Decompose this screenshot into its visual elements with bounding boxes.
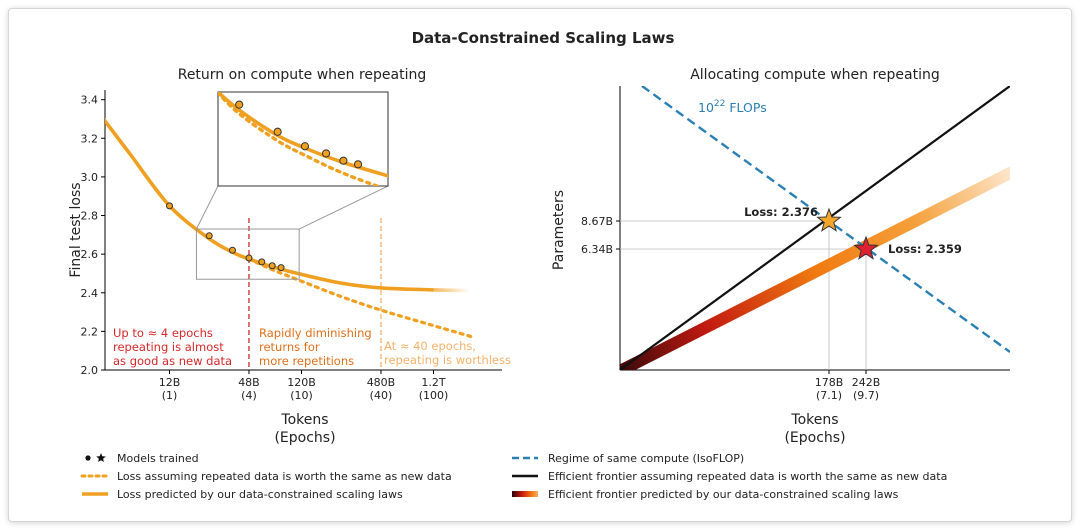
inset-model-point — [339, 156, 348, 165]
naive-frontier-line — [620, 86, 1010, 370]
left-x-tick-label: 12B — [159, 376, 181, 389]
left-y-tick-label: 2.8 — [81, 210, 99, 223]
left-y-tick-label: 3.0 — [81, 171, 99, 184]
zoom-connector-line — [298, 185, 389, 230]
right-y-tick-label: 8.67B — [581, 215, 613, 228]
left-annotation-text: At ≈ 40 epochs, — [384, 339, 476, 353]
right-x-tick-label: 178B — [815, 376, 844, 389]
left-y-tick-label: 2.4 — [81, 287, 99, 300]
right-y-axis-label: Parameters — [551, 190, 567, 270]
isoflop-label-unit: FLOPs — [725, 100, 766, 115]
left-annotation-text: repeating is worthless — [384, 353, 511, 367]
model-trained-point — [205, 232, 213, 240]
left-y-tick-label: 2.0 — [81, 364, 99, 377]
left-x-tick-epoch-label: (10) — [290, 389, 313, 402]
right-x-axis-label-tokens: Tokens — [790, 412, 838, 428]
left-x-tick-label: 480B — [367, 376, 396, 389]
loss-point-label: Loss: 2.359 — [888, 242, 962, 256]
legend-star-marker — [96, 453, 106, 462]
inset-model-point — [322, 149, 331, 158]
zoom-inset-plot — [170, 45, 388, 186]
legend: Models trained Loss assuming repeated dat… — [80, 452, 947, 501]
zoom-connector-line — [195, 185, 219, 230]
right-axes: 8.67B 6.34B 178B(7.1) 242B(9.7) 1022 FLOPs — [581, 86, 1010, 402]
inset-dotted-series-line — [218, 92, 382, 186]
left-x-tick-label: 48B — [238, 376, 260, 389]
figure-frame — [8, 8, 1072, 522]
legend-right-label: Efficient frontier assuming repeated dat… — [548, 470, 947, 483]
right-chart-title: Allocating compute when repeating — [690, 67, 940, 83]
loss-star-marker — [816, 207, 842, 232]
left-y-axis-label: Final test loss — [68, 182, 84, 277]
right-chart: Allocating compute when repeating 8.67B 6… — [551, 67, 1010, 446]
inset-model-point — [300, 142, 310, 151]
inset-solid-series-line — [218, 92, 388, 178]
inset-model-point — [170, 45, 177, 52]
left-x-tick-label: 120B — [287, 376, 316, 389]
left-dotted-series-line — [247, 257, 475, 339]
left-x-tick-epoch-label: (40) — [370, 389, 393, 402]
model-trained-point — [166, 202, 173, 210]
left-chart-title: Return on compute when repeating — [178, 67, 427, 83]
legend-left-label: Loss predicted by our data-constrained s… — [117, 488, 403, 501]
left-annotation-text: Rapidly diminishing — [259, 326, 372, 340]
left-annotation-text: repeating is almost — [113, 340, 224, 354]
zoom-source-box — [195, 228, 300, 280]
right-x-axis-label-epochs: (Epochs) — [784, 430, 845, 446]
right-points: Loss: 2.376 Loss: 2.359 — [744, 205, 962, 260]
model-trained-point — [277, 264, 285, 272]
left-y-tick-label: 2.2 — [81, 325, 99, 338]
left-x-tick-epoch-label: (4) — [241, 389, 257, 402]
zoom-inset — [170, 45, 389, 230]
left-y-tick-label: 3.4 — [81, 94, 99, 107]
left-annotation-text: more repetitions — [259, 354, 354, 368]
model-trained-point — [228, 246, 236, 254]
right-x-tick-epoch-label: (7.1) — [816, 389, 842, 402]
left-y-tick-label: 2.6 — [81, 248, 99, 261]
inset-model-point — [353, 160, 363, 169]
right-plot-area — [620, 86, 1010, 370]
legend-right-label: Regime of same compute (IsoFLOP) — [548, 452, 744, 465]
legend-gradient-line — [512, 491, 538, 497]
right-y-tick-label: 6.34B — [581, 243, 613, 256]
left-axes: 2.0 2.2 2.4 2.6 2.8 3.0 3.2 3.4 12B(1) 48B(4) 120B… — [81, 90, 502, 402]
left-solid-series-fade — [433, 288, 474, 293]
model-trained-point — [268, 262, 276, 270]
data-constrained-frontier — [620, 166, 1010, 370]
model-trained-point — [245, 254, 253, 262]
loss-star-marker — [853, 235, 879, 260]
legend-left-label: Models trained — [117, 452, 199, 465]
left-annotation-text: as good as new data — [113, 354, 232, 368]
left-y-tick-label: 3.2 — [81, 132, 99, 145]
left-chart: Return on compute when repeating 2.02.22… — [68, 45, 511, 446]
left-plot-area — [105, 118, 475, 370]
inset-model-point — [235, 100, 244, 109]
right-x-tick-label: 242B — [852, 376, 881, 389]
legend-left-label: Loss assuming repeated data is worth the… — [117, 470, 452, 483]
inset-model-point — [273, 127, 282, 136]
isoflop-label-base: 10 — [698, 100, 714, 115]
legend-dot-marker — [85, 455, 91, 461]
loss-point-label: Loss: 2.376 — [744, 205, 818, 219]
left-x-axis-label-tokens: Tokens — [280, 412, 328, 428]
left-x-axis-label-epochs: (Epochs) — [274, 430, 335, 446]
left-x-tick-epoch-label: (1) — [162, 389, 178, 402]
zoom-inset-box — [217, 91, 389, 187]
left-annotation-text: Up to ≈ 4 epochs — [113, 326, 213, 340]
right-x-tick-epoch-label: (9.7) — [853, 389, 879, 402]
model-trained-point — [258, 258, 266, 266]
isoflop-label-exp: 22 — [714, 99, 725, 109]
left-annotation-text: returns for — [259, 340, 320, 354]
figure-title: Data-Constrained Scaling Laws — [412, 29, 675, 47]
legend-right-label: Efficient frontier predicted by our data… — [548, 488, 899, 501]
left-x-tick-label: 1.2T — [421, 376, 445, 389]
left-x-tick-epoch-label: (100) — [419, 389, 449, 402]
isoflop-label: 1022 FLOPs — [698, 99, 767, 115]
